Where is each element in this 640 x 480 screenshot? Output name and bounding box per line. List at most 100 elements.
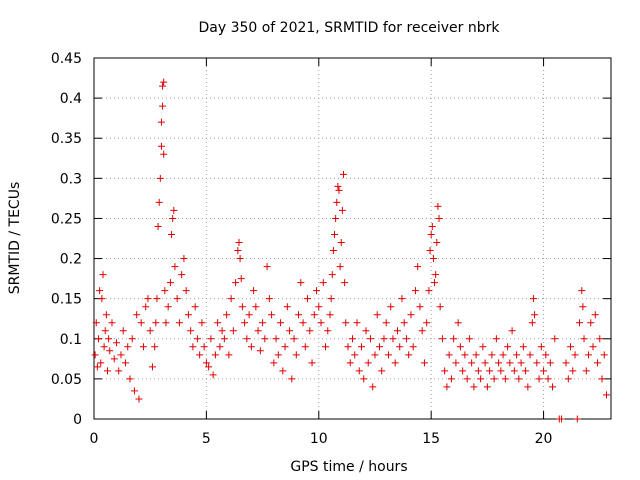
data-point bbox=[191, 303, 199, 311]
data-point bbox=[414, 263, 422, 271]
data-point bbox=[256, 347, 264, 355]
data-point bbox=[360, 375, 368, 383]
data-point bbox=[155, 198, 163, 206]
data-point bbox=[526, 351, 534, 359]
data-point bbox=[153, 295, 161, 303]
data-point bbox=[369, 383, 377, 391]
data-point bbox=[108, 319, 116, 327]
data-point bbox=[338, 206, 346, 214]
y-tick-label: 0.35 bbox=[51, 131, 82, 147]
data-point bbox=[160, 150, 168, 158]
data-point bbox=[335, 186, 343, 194]
data-point bbox=[495, 359, 503, 367]
data-point bbox=[106, 347, 114, 355]
data-point bbox=[160, 78, 168, 86]
data-point bbox=[128, 335, 136, 343]
data-point bbox=[193, 335, 201, 343]
data-point bbox=[200, 343, 208, 351]
data-point bbox=[218, 327, 226, 335]
data-point bbox=[438, 335, 446, 343]
data-point bbox=[209, 371, 217, 379]
data-point bbox=[470, 383, 478, 391]
data-point bbox=[497, 367, 505, 375]
data-point bbox=[391, 359, 399, 367]
data-point bbox=[166, 279, 174, 287]
data-point bbox=[504, 343, 512, 351]
data-point bbox=[576, 319, 584, 327]
data-point bbox=[175, 319, 183, 327]
data-point bbox=[355, 367, 363, 375]
data-point bbox=[533, 359, 541, 367]
data-point bbox=[306, 327, 314, 335]
data-point bbox=[375, 343, 383, 351]
data-point bbox=[400, 319, 408, 327]
data-point bbox=[396, 343, 404, 351]
data-point bbox=[205, 363, 213, 371]
data-point bbox=[506, 359, 514, 367]
data-point bbox=[382, 319, 390, 327]
data-point bbox=[418, 327, 426, 335]
data-point bbox=[562, 359, 570, 367]
data-point bbox=[479, 343, 487, 351]
data-point bbox=[393, 327, 401, 335]
data-point bbox=[463, 375, 471, 383]
data-point bbox=[227, 295, 235, 303]
data-point bbox=[281, 343, 289, 351]
data-point bbox=[229, 327, 237, 335]
data-point bbox=[567, 343, 575, 351]
data-point bbox=[578, 287, 586, 295]
data-point bbox=[324, 327, 332, 335]
data-point bbox=[198, 319, 206, 327]
data-point bbox=[133, 311, 141, 319]
data-point bbox=[564, 375, 572, 383]
data-point bbox=[317, 319, 325, 327]
data-point bbox=[124, 343, 132, 351]
data-point bbox=[250, 287, 258, 295]
axis-ticks bbox=[93, 57, 611, 420]
data-point bbox=[259, 319, 267, 327]
data-point bbox=[425, 287, 433, 295]
data-point bbox=[292, 351, 300, 359]
data-point bbox=[301, 343, 309, 351]
data-point bbox=[486, 367, 494, 375]
data-point bbox=[288, 375, 296, 383]
data-point bbox=[569, 367, 577, 375]
y-tick-label: 0.15 bbox=[51, 292, 82, 308]
data-point bbox=[447, 375, 455, 383]
data-point bbox=[445, 351, 453, 359]
data-point bbox=[265, 295, 273, 303]
data-point bbox=[220, 335, 228, 343]
data-point bbox=[427, 230, 435, 238]
data-point bbox=[579, 303, 587, 311]
data-point bbox=[405, 351, 413, 359]
data-point bbox=[492, 335, 500, 343]
data-point bbox=[254, 327, 262, 335]
data-point bbox=[105, 335, 113, 343]
y-tick-label: 0.05 bbox=[51, 372, 82, 388]
data-point bbox=[407, 311, 415, 319]
x-tick-label: 10 bbox=[310, 431, 328, 447]
data-point bbox=[603, 391, 611, 399]
data-point bbox=[268, 311, 276, 319]
data-point bbox=[513, 351, 521, 359]
data-point bbox=[333, 198, 341, 206]
data-point bbox=[115, 367, 123, 375]
data-point bbox=[580, 335, 588, 343]
y-tick-label: 0.4 bbox=[60, 91, 82, 107]
data-point bbox=[340, 170, 348, 178]
data-point bbox=[456, 343, 464, 351]
data-point bbox=[517, 359, 525, 367]
data-point bbox=[431, 279, 439, 287]
data-point bbox=[144, 295, 152, 303]
data-point bbox=[308, 359, 316, 367]
data-point bbox=[252, 303, 260, 311]
data-point bbox=[171, 263, 179, 271]
data-point bbox=[157, 142, 165, 150]
data-point bbox=[94, 335, 102, 343]
data-point bbox=[326, 311, 334, 319]
data-point bbox=[472, 351, 480, 359]
data-point bbox=[380, 335, 388, 343]
data-point bbox=[591, 311, 599, 319]
data-point bbox=[152, 319, 160, 327]
data-point bbox=[169, 214, 177, 222]
